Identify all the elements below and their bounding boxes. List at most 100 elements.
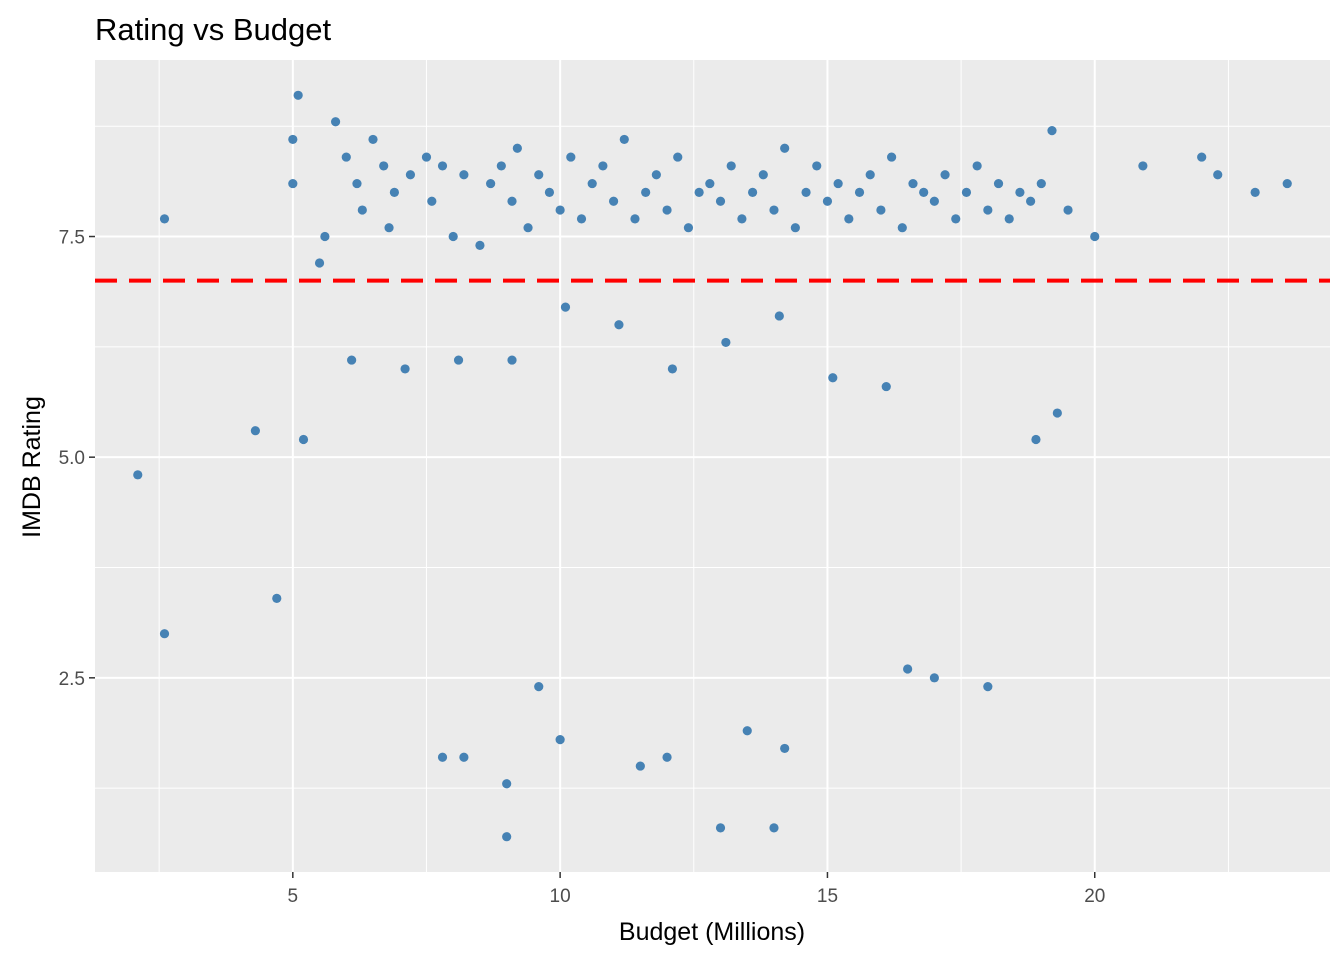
data-point xyxy=(486,178,496,189)
data-point xyxy=(780,143,790,153)
data-point xyxy=(437,752,448,762)
data-point xyxy=(780,743,790,754)
y-axis-title: IMDB Rating xyxy=(18,396,46,538)
data-point xyxy=(159,214,170,224)
data-point xyxy=(502,832,512,842)
data-point xyxy=(662,752,672,762)
data-point xyxy=(1036,178,1046,189)
x-tick-label: 15 xyxy=(817,886,838,907)
data-point xyxy=(341,152,351,162)
x-tick-label: 5 xyxy=(288,886,299,907)
data-point xyxy=(876,205,886,215)
data-point xyxy=(507,355,517,365)
data-point xyxy=(507,196,517,206)
y-tick-label: 7.5 xyxy=(59,228,85,249)
data-point xyxy=(983,682,993,692)
data-point xyxy=(929,673,939,683)
data-point xyxy=(389,187,399,197)
data-point xyxy=(437,161,448,171)
data-point xyxy=(865,170,875,180)
data-point xyxy=(705,178,715,189)
data-point xyxy=(822,196,833,206)
data-point xyxy=(1138,161,1148,171)
data-point xyxy=(961,187,972,197)
data-point xyxy=(459,170,469,180)
y-tick-label: 2.5 xyxy=(59,669,85,690)
data-point xyxy=(1052,408,1062,418)
data-point xyxy=(635,761,645,771)
data-point xyxy=(1015,187,1025,197)
data-point xyxy=(774,311,784,321)
x-axis-title: Budget (Millions) xyxy=(619,918,805,946)
data-point xyxy=(715,196,726,206)
data-point xyxy=(726,161,736,171)
data-point xyxy=(769,823,779,833)
y-tick-label: 5.0 xyxy=(59,448,85,469)
data-point xyxy=(747,187,758,197)
data-point xyxy=(833,178,843,189)
data-point xyxy=(630,214,640,224)
data-point xyxy=(1250,187,1260,197)
data-point xyxy=(1063,205,1073,215)
data-point xyxy=(512,143,522,153)
x-tick-label: 20 xyxy=(1084,886,1105,907)
data-point xyxy=(272,593,282,603)
data-point xyxy=(453,355,464,365)
data-point xyxy=(560,302,571,312)
data-point xyxy=(555,735,565,745)
data-point xyxy=(929,196,939,206)
data-point xyxy=(721,337,731,348)
data-point xyxy=(421,152,432,162)
data-point xyxy=(694,187,704,197)
data-point xyxy=(523,223,533,233)
data-point xyxy=(427,196,437,206)
data-point xyxy=(587,178,597,189)
data-point xyxy=(133,470,143,480)
data-point xyxy=(502,779,512,789)
data-point xyxy=(293,90,303,100)
data-point xyxy=(159,629,170,639)
data-point xyxy=(881,381,891,392)
data-point xyxy=(608,196,619,206)
grid-minor xyxy=(95,60,1330,872)
data-point xyxy=(908,178,918,189)
data-point xyxy=(673,152,683,162)
data-point xyxy=(320,231,330,242)
data-point xyxy=(288,134,298,145)
data-point xyxy=(903,664,913,674)
data-point xyxy=(555,205,565,215)
data-point xyxy=(405,170,416,180)
data-point xyxy=(1090,231,1100,242)
data-point xyxy=(576,214,587,224)
data-point xyxy=(1197,152,1207,162)
data-point xyxy=(314,258,325,268)
data-point xyxy=(379,161,389,171)
data-point xyxy=(288,178,298,189)
chart-title: Rating vs Budget xyxy=(95,12,331,47)
data-point xyxy=(983,205,993,215)
data-point xyxy=(614,320,624,330)
data-point xyxy=(357,205,367,215)
data-point xyxy=(368,134,378,145)
data-point xyxy=(496,161,506,171)
data-point xyxy=(1282,178,1292,189)
scatter-points xyxy=(133,90,1292,842)
data-point xyxy=(972,161,982,171)
data-point xyxy=(667,364,678,374)
data-point xyxy=(298,434,309,445)
data-point xyxy=(566,152,576,162)
data-point xyxy=(887,152,897,162)
data-point xyxy=(544,187,555,197)
data-point xyxy=(250,426,260,436)
data-point xyxy=(737,214,747,224)
data-point xyxy=(330,117,341,127)
data-point xyxy=(1213,170,1223,180)
data-point xyxy=(598,161,608,171)
data-point xyxy=(683,223,694,233)
data-point xyxy=(715,823,726,833)
data-point xyxy=(854,187,865,197)
data-point xyxy=(352,178,362,189)
data-point xyxy=(619,134,629,145)
x-tick-label: 10 xyxy=(550,886,571,907)
